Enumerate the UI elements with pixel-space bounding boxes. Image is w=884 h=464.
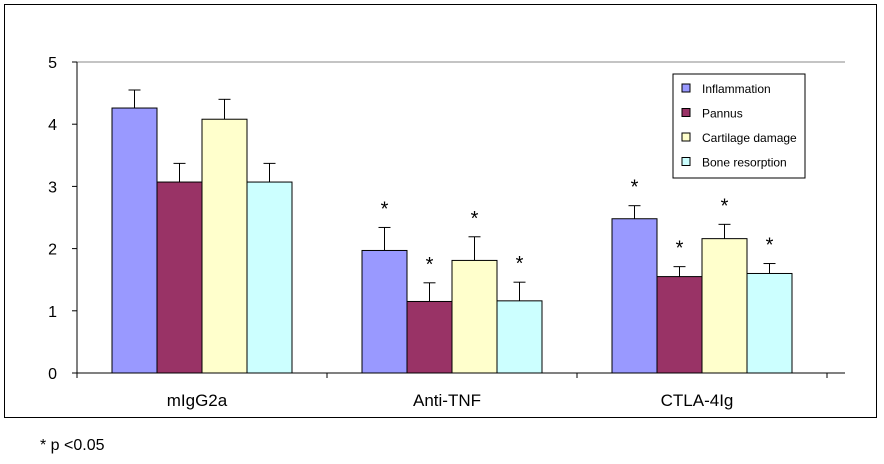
y-tick-label: 0 (48, 366, 57, 383)
legend-swatch (681, 157, 691, 166)
legend-swatch (681, 108, 691, 117)
significance-marker: * (676, 238, 684, 260)
x-tick-label: Anti-TNF (413, 391, 481, 410)
legend-label: Pannus (702, 107, 743, 121)
legend-swatch (681, 83, 691, 93)
bar-cartilage-damage (201, 118, 248, 374)
bar-bone-resorption (496, 300, 543, 374)
significance-marker: * (471, 208, 479, 230)
y-tick-label: 3 (48, 179, 57, 196)
chart-frame (4, 4, 877, 418)
bar-inflammation (111, 107, 158, 374)
x-tick-label: mIgG2a (167, 391, 228, 410)
y-tick-label: 1 (48, 304, 57, 321)
significance-marker: * (721, 195, 729, 217)
significance-marker: * (426, 254, 434, 276)
bar-bone-resorption (246, 181, 293, 374)
y-tick-label: 5 (48, 55, 57, 72)
significance-marker: * (516, 253, 524, 275)
bar-pannus (656, 276, 703, 374)
legend-label: Bone resorption (702, 156, 787, 170)
bar-inflammation (361, 249, 408, 374)
significance-marker: * (766, 235, 774, 257)
legend-label: Inflammation (702, 82, 771, 96)
significance-marker: * (631, 177, 639, 199)
legend-swatch (681, 132, 691, 142)
legend-label: Cartilage damage (702, 131, 797, 145)
y-tick-label: 4 (48, 117, 57, 134)
y-tick-label: 2 (48, 242, 57, 259)
bar-pannus (406, 300, 453, 374)
bar-bone-resorption (746, 272, 793, 374)
bar-pannus (156, 181, 203, 374)
footnote: * p <0.05 (40, 437, 105, 454)
bar-cartilage-damage (701, 238, 748, 374)
bar-cartilage-damage (451, 259, 498, 374)
bar-inflammation (611, 218, 658, 374)
significance-marker: * (381, 198, 389, 220)
legend (672, 73, 806, 179)
x-tick-label: CTLA-4Ig (661, 391, 734, 410)
